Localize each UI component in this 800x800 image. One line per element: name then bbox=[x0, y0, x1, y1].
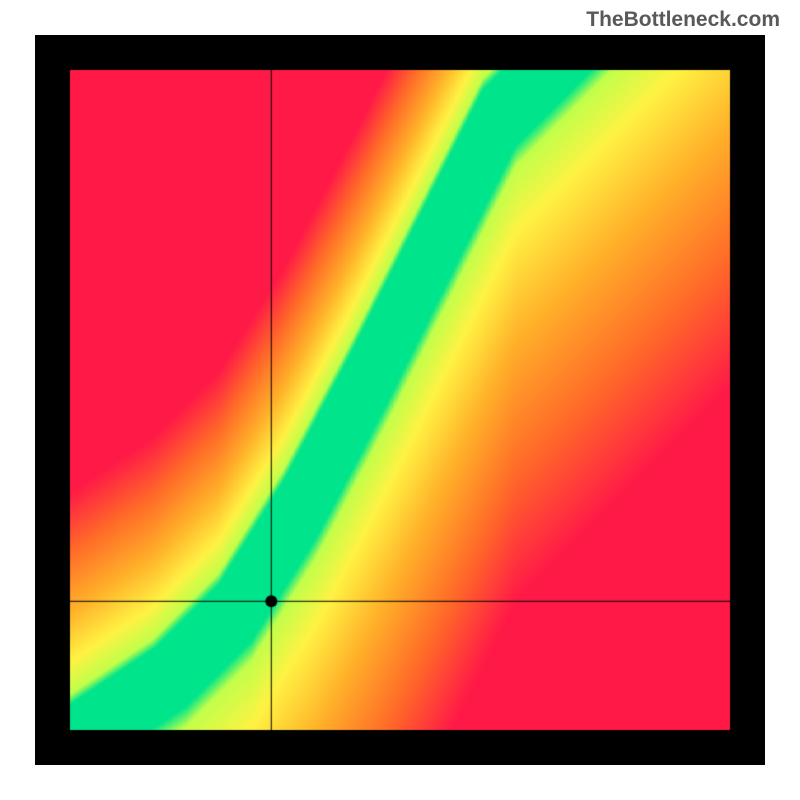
heatmap-plot bbox=[35, 35, 765, 765]
chart-container: TheBottleneck.com bbox=[0, 0, 800, 800]
heatmap-canvas bbox=[35, 35, 765, 765]
watermark-text: TheBottleneck.com bbox=[586, 8, 780, 32]
